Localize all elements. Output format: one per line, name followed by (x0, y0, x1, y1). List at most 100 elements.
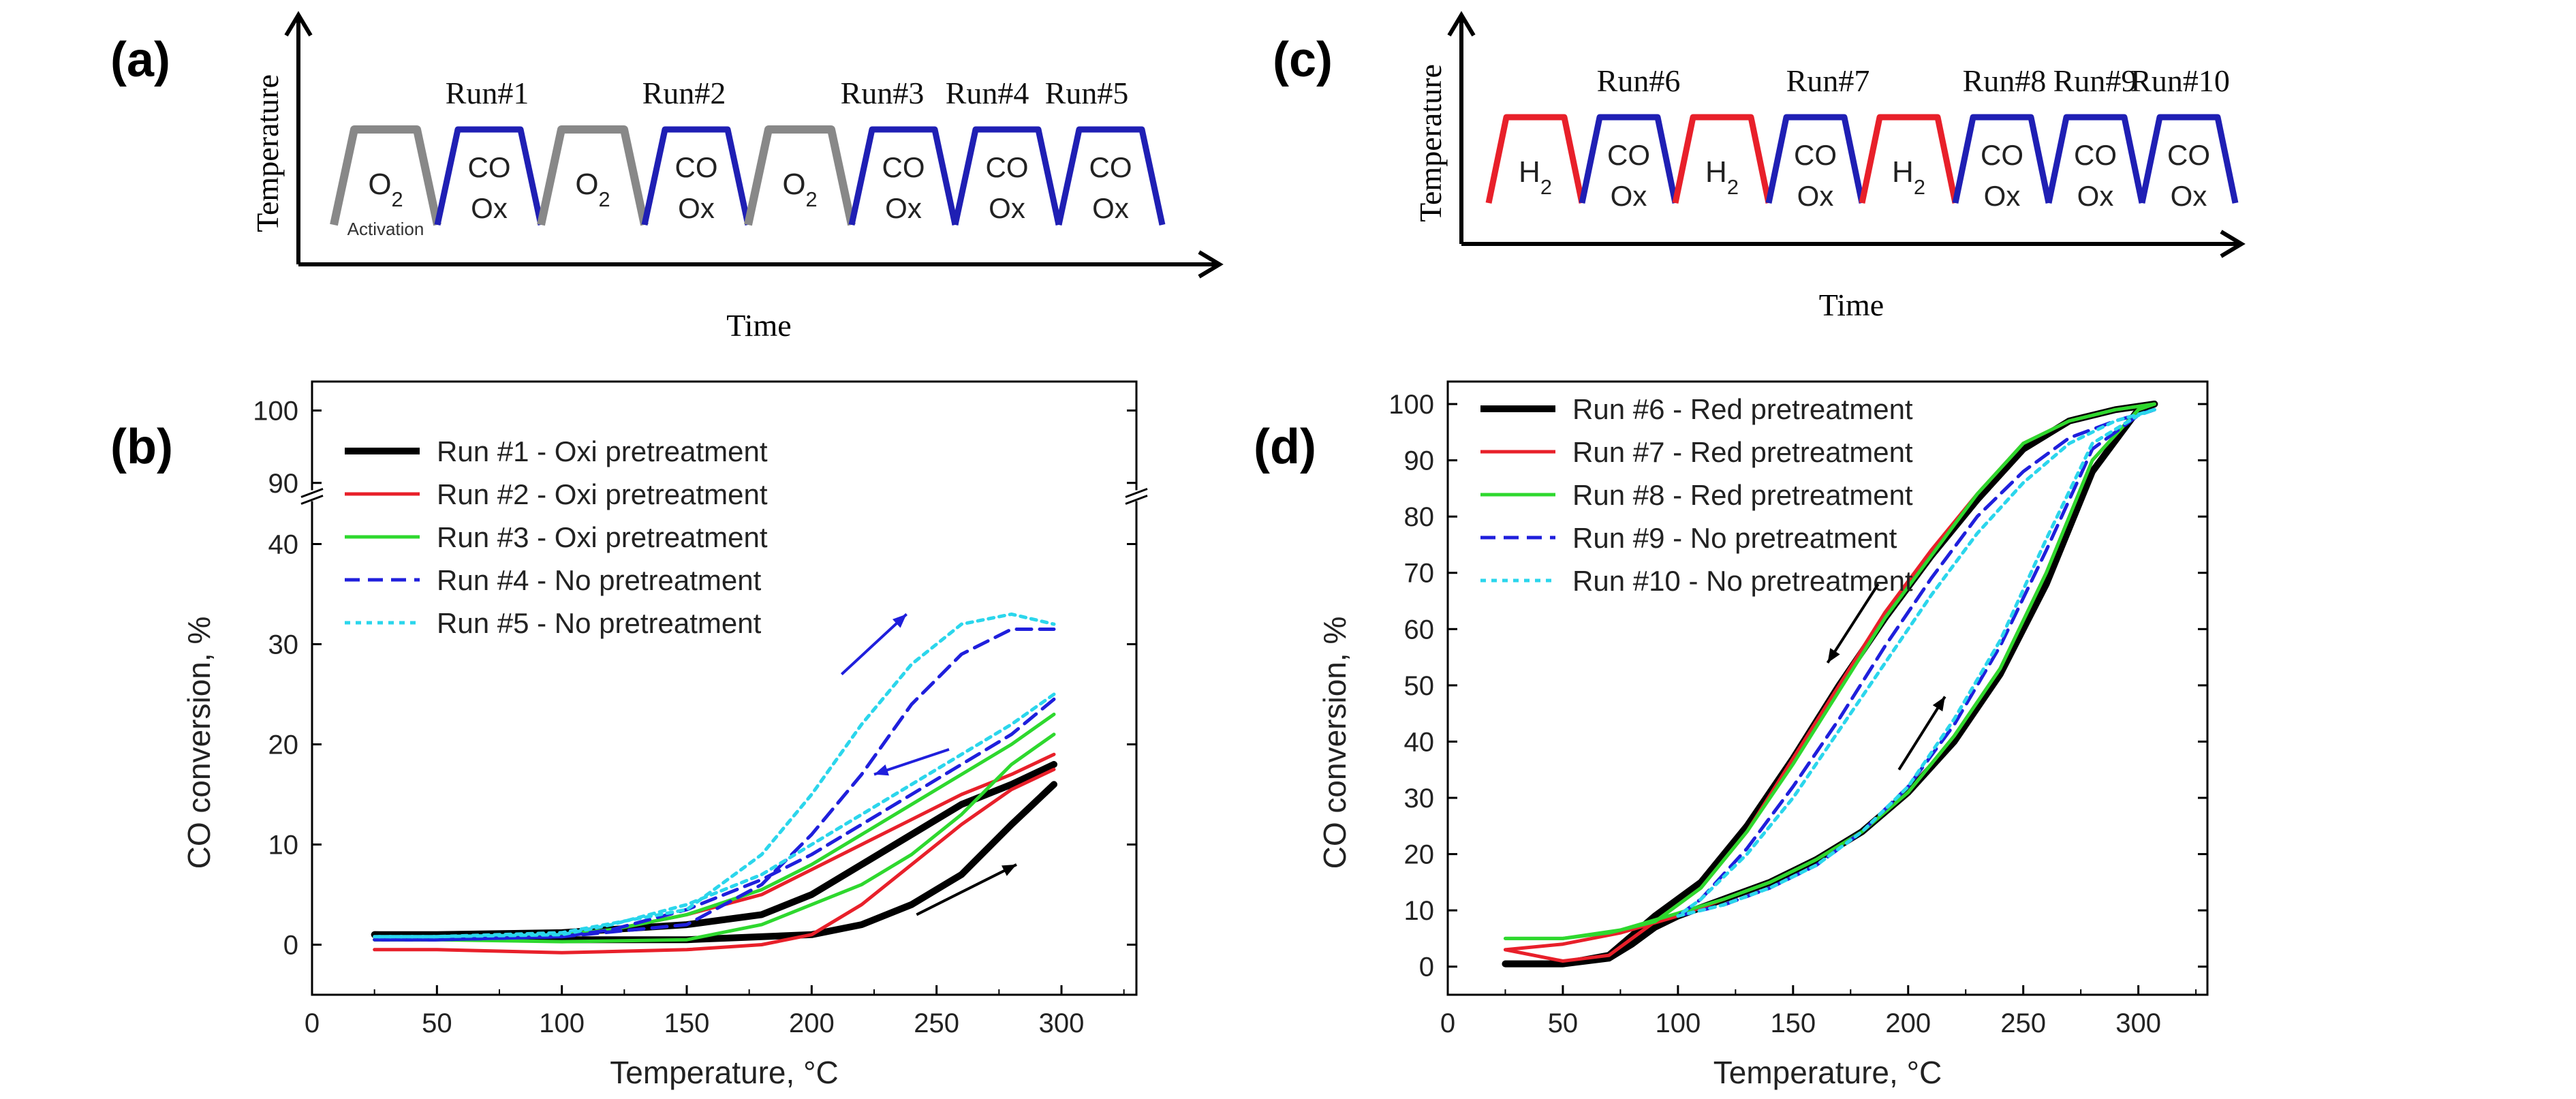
ox-label: Ox (678, 192, 715, 224)
y-tick-label: 100 (1388, 390, 1434, 420)
heating-arrow-icon-head (1932, 696, 1945, 712)
y-axis-label: CO conversion, % (181, 617, 217, 869)
run-label: Run#1 (446, 76, 529, 110)
segment-3-co (641, 126, 751, 226)
y-tick-label: 90 (268, 469, 299, 499)
x-tick-label: 300 (1039, 1008, 1085, 1038)
legend-label: Run #4 - No pretreatment (437, 564, 762, 596)
h2-label: H2 (1519, 155, 1552, 199)
co-label: CO (986, 151, 1029, 183)
co-label: CO (468, 151, 511, 183)
y-tick-label: 0 (283, 931, 298, 961)
ox-label: Ox (1984, 180, 2021, 212)
legend-label: Run #7 - Red pretreatment (1572, 436, 1913, 468)
y-axis-label: Temperature (250, 74, 285, 232)
heating-arrow-black-icon (916, 863, 1017, 916)
x-tick-label: 150 (1770, 1008, 1816, 1038)
axis-break-mark (1125, 488, 1148, 498)
y-tick-label: 90 (1404, 446, 1435, 476)
run-label: Run#4 (946, 76, 1029, 110)
series-4-heating-line (1676, 407, 2156, 918)
x-axis-arrow-icon (1198, 250, 1224, 279)
segment-5-co (1952, 114, 2052, 204)
co-label: CO (1794, 139, 1837, 171)
x-tick-label: 0 (305, 1008, 320, 1038)
run-label: Run#9 (2053, 63, 2137, 98)
segment-3-co (1765, 114, 1865, 204)
segment-2-reduction (1672, 114, 1772, 204)
run-label: Run#6 (1597, 63, 1681, 98)
x-tick-label: 50 (422, 1008, 452, 1038)
segment-4-reduction (1859, 114, 1959, 204)
axis-break-mark (1125, 495, 1148, 505)
schematic-c: Temperature Time H2 CO Ox H2 CO Ox H2 CO Ox CO Ox CO O… (1413, 11, 2246, 322)
axis-break-mark (300, 495, 324, 505)
o2-label: O2 (782, 168, 817, 211)
heating-arrow-blue-icon (840, 613, 908, 676)
co-label: CO (882, 151, 925, 183)
cooling-arrow-icon-head (1827, 648, 1840, 663)
co-label: CO (2167, 139, 2210, 171)
segment-7-co (2139, 114, 2239, 204)
segment-4-oxidation (744, 125, 856, 226)
ox-label: Ox (989, 192, 1025, 224)
x-tick-label: 200 (789, 1008, 835, 1038)
y-tick-label: 40 (1404, 727, 1435, 757)
schematic-a: Temperature Time O2 Activation CO Ox O2 CO Ox O2 C… (250, 11, 1224, 343)
heating-arrow-black-icon-head (1002, 864, 1017, 876)
segment-0-reduction (1485, 114, 1585, 204)
co-label: CO (1089, 151, 1132, 183)
x-axis-label: Time (726, 308, 791, 343)
axis-break-mask-left (298, 490, 326, 501)
segment-6-co (2045, 114, 2145, 204)
segment-1-co (434, 126, 544, 226)
panel-c-label: (c) (1273, 33, 1333, 87)
segment-0-oxidation (330, 125, 441, 226)
legend-label: Run #9 - No pretreatment (1572, 522, 1897, 554)
x-axis-label: Temperature, °C (610, 1055, 838, 1090)
y-axis-label: Temperature (1413, 64, 1448, 222)
legend-label: Run #1 - Oxi pretreatment (437, 435, 768, 467)
series-4-cooling-line (1676, 407, 2156, 918)
legend-label: Run #8 - Red pretreatment (1572, 479, 1913, 511)
y-tick-label: 70 (1404, 559, 1435, 589)
co-label: CO (1981, 139, 2023, 171)
panel-a-label: (a) (110, 33, 170, 87)
legend-label: Run #2 - Oxi pretreatment (437, 478, 768, 510)
heating-arrow-blue-icon-head (892, 614, 907, 628)
run-label: Run#10 (2130, 63, 2230, 98)
y-tick-label: 30 (1404, 784, 1435, 814)
ox-label: Ox (1092, 192, 1129, 224)
run-label: Run#7 (1786, 63, 1870, 98)
segment-2-oxidation (537, 125, 649, 226)
y-axis-label: CO conversion, % (1317, 617, 1352, 869)
x-axis-arrow-icon (2220, 230, 2246, 258)
x-axis-label: Time (1819, 288, 1884, 322)
legend-label: Run #10 - No pretreatment (1572, 565, 1913, 597)
y-tick-label: 0 (1419, 953, 1434, 982)
legend-label: Run #3 - Oxi pretreatment (437, 521, 768, 553)
series-4-heating-line (373, 612, 1056, 939)
h2-label: H2 (1892, 155, 1925, 199)
segment-1-co (1579, 114, 1679, 204)
ox-label: Ox (1797, 180, 1834, 212)
x-tick-label: 250 (914, 1008, 959, 1038)
series-3-cooling-line (373, 697, 1056, 942)
y-tick-label: 20 (268, 730, 299, 760)
y-tick-label: 30 (268, 630, 299, 660)
segment-5-co (848, 126, 959, 226)
x-tick-label: 200 (1885, 1008, 1931, 1038)
co-label: CO (1607, 139, 1650, 171)
ox-label: Ox (885, 192, 922, 224)
y-tick-label: 10 (268, 831, 299, 861)
axis-break-mark (300, 488, 324, 498)
y-tick-label: 100 (253, 397, 298, 427)
panel-b-label: (b) (110, 420, 173, 474)
run-label: Run#8 (1963, 63, 2047, 98)
x-tick-label: 0 (1440, 1008, 1455, 1038)
x-tick-label: 50 (1548, 1008, 1579, 1038)
series-2-cooling-line (1504, 402, 2156, 940)
run-label: Run#5 (1045, 76, 1129, 110)
axis-break-mask-right (1123, 490, 1150, 501)
